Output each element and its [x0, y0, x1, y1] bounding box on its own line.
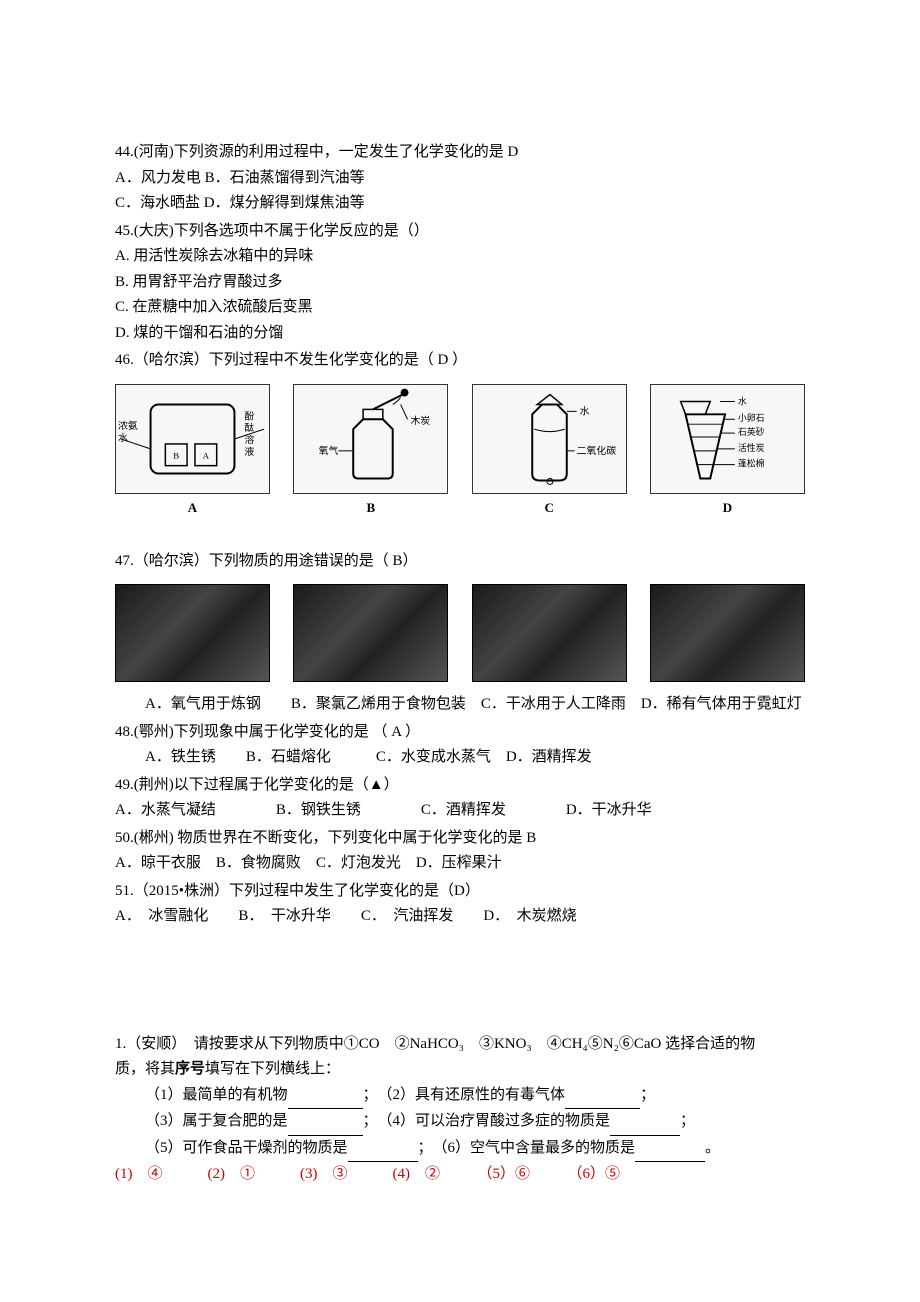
fill-r3b: ； （6）空气中含量最多的物质是: [418, 1140, 636, 1156]
q49-stem: 49.(荆州)以下过程属于化学变化的是（▲）: [115, 773, 805, 799]
blank-5: [348, 1136, 418, 1163]
bottle-water-icon: 水 二氧化碳: [473, 385, 626, 493]
fill-answer: (1) ④ (2) ① (3) ③ (4) ② （5）⑥ （6）⑤: [115, 1162, 805, 1188]
q46-diagrams: B A 浓氨 水 酚 酞 溶 液 A: [115, 384, 805, 519]
fill-r3a: （5）可作食品干燥剂的物质是: [145, 1140, 348, 1156]
fill-r1b: ； （2）具有还原性的有毒气体: [363, 1087, 566, 1103]
diagram-c-label: C: [472, 497, 627, 519]
diagram-d: 水 小卵石 石英砂 活性炭 蓬松棉: [650, 384, 805, 494]
q47-stem: 47.（哈尔滨）下列物质的用途错误的是（ B）: [115, 549, 805, 575]
q44-stem: 44.(河南)下列资源的利用过程中，一定发生了化学变化的是 D: [115, 140, 805, 166]
diagram-d-label: D: [650, 497, 805, 519]
q47: 47.（哈尔滨）下列物质的用途错误的是（ B） A．氧气用于炼钢 B．聚氯乙烯用…: [115, 549, 805, 718]
svg-text:A: A: [203, 450, 210, 460]
diagram-c: 水 二氧化碳: [472, 384, 627, 494]
fill-stem2a: 质，将其: [115, 1061, 175, 1077]
photo-b: [293, 584, 448, 682]
q48-choices: A．铁生锈 B．石蜡熔化 C．水变成水蒸气 D．酒精挥发: [115, 745, 805, 771]
svg-text:二氧化碳: 二氧化碳: [576, 443, 616, 456]
q46-stem: 46.（哈尔滨）下列过程中不发生化学变化的是（ D ）: [115, 348, 805, 374]
svg-text:石英砂: 石英砂: [738, 426, 765, 437]
svg-text:氧气: 氧气: [319, 443, 339, 456]
diagram-b-label: B: [293, 497, 448, 519]
svg-text:液: 液: [244, 444, 254, 457]
q47-captions: A．氧气用于炼钢 B．聚氯乙烯用于食物包装 C．干冰用于人工降雨 D．稀有气体用…: [115, 692, 805, 718]
svg-text:酚: 酚: [244, 410, 254, 422]
photo-placeholder-icon: [651, 585, 804, 681]
q45-stem: 45.(大庆)下列各选项中不属于化学反应的是（）: [115, 219, 805, 245]
q47-photos: [115, 584, 805, 682]
q49: 49.(荆州)以下过程属于化学变化的是（▲） A．水蒸气凝结 B．钢铁生锈 C．…: [115, 773, 805, 824]
photo-placeholder-icon: [116, 585, 269, 681]
q50-stem: 50.(郴州) 物质世界在不断变化，下列变化中属于化学变化的是 B: [115, 826, 805, 852]
fill-row-1: （1）最简单的有机物 ； （2）具有还原性的有毒气体 ；: [115, 1083, 805, 1110]
diagram-a: B A 浓氨 水 酚 酞 溶 液: [115, 384, 270, 494]
svg-text:蓬松棉: 蓬松棉: [738, 457, 765, 468]
svg-text:浓氨: 浓氨: [118, 419, 138, 432]
svg-text:木炭: 木炭: [411, 415, 431, 427]
fill-r2b: ； （4）可以治疗胃酸过多症的物质是: [363, 1113, 611, 1129]
svg-text:B: B: [173, 450, 179, 460]
fill-stem-1: 1.（安顺） 请按要求从下列物质中①CO ②NaHCO₃ ③KNO₃ ④CH₄⑤…: [115, 1032, 805, 1058]
fill-1: 1.（安顺） 请按要求从下列物质中①CO ②NaHCO₃ ③KNO₃ ④CH₄⑤…: [115, 1032, 805, 1188]
spacer-large-2: [115, 982, 805, 1032]
q50-choices: A．晾干衣服 B．食物腐败 C．灯泡发光 D．压榨果汁: [115, 851, 805, 877]
bottle-icon: 氧气 木炭: [294, 385, 447, 493]
q49-choices: A．水蒸气凝结 B．钢铁生锈 C．酒精挥发 D．干冰升华: [115, 798, 805, 824]
diagram-a-wrap: B A 浓氨 水 酚 酞 溶 液 A: [115, 384, 270, 519]
q51-choices: A． 冰雪融化 B． 干冰升华 C． 汽油挥发 D． 木炭燃烧: [115, 904, 805, 930]
svg-text:小卵石: 小卵石: [738, 413, 765, 423]
diagram-b-wrap: 氧气 木炭 B: [293, 384, 448, 519]
diagram-c-wrap: 水 二氧化碳 C: [472, 384, 627, 519]
q51-stem: 51.（2015•株洲）下列过程中发生了化学变化的是（D）: [115, 879, 805, 905]
q44-line2: C．海水晒盐 D．煤分解得到煤焦油等: [115, 191, 805, 217]
q45-c: C. 在蔗糖中加入浓硫酸后变黑: [115, 295, 805, 321]
blank-4: [610, 1109, 680, 1136]
blank-6: [635, 1136, 705, 1163]
fill-row-3: （5）可作食品干燥剂的物质是 ； （6）空气中含量最多的物质是 。: [115, 1136, 805, 1163]
photo-c: [472, 584, 627, 682]
svg-text:溶: 溶: [244, 432, 254, 445]
diagram-a-label: A: [115, 497, 270, 519]
fill-stem2c: 填写在下列横线上：: [205, 1061, 340, 1077]
fill-r1c: ；: [640, 1087, 655, 1103]
blank-2: [565, 1083, 640, 1110]
diagram-d-wrap: 水 小卵石 石英砂 活性炭 蓬松棉 D: [650, 384, 805, 519]
svg-text:水: 水: [579, 405, 589, 417]
q45-d: D. 煤的干馏和石油的分馏: [115, 321, 805, 347]
q44-line1: A．风力发电 B．石油蒸馏得到汽油等: [115, 166, 805, 192]
blank-1: [288, 1083, 363, 1110]
photo-a: [115, 584, 270, 682]
fill-row-2: （3）属于复合肥的是 ； （4）可以治疗胃酸过多症的物质是 ；: [115, 1109, 805, 1136]
photo-placeholder-icon: [473, 585, 626, 681]
fill-r2c: ；: [680, 1113, 695, 1129]
svg-text:水: 水: [738, 395, 747, 406]
q50: 50.(郴州) 物质世界在不断变化，下列变化中属于化学变化的是 B A．晾干衣服…: [115, 826, 805, 877]
q46: 46.（哈尔滨）下列过程中不发生化学变化的是（ D ） B A 浓氨 水 酚 酞…: [115, 348, 805, 519]
spacer: [115, 529, 805, 549]
photo-placeholder-icon: [294, 585, 447, 681]
q48-stem: 48.(鄂州)下列现象中属于化学变化的是 （ A ）: [115, 720, 805, 746]
q51: 51.（2015•株洲）下列过程中发生了化学变化的是（D） A． 冰雪融化 B．…: [115, 879, 805, 930]
q45-a: A. 用活性炭除去冰箱中的异味: [115, 244, 805, 270]
diagram-b: 氧气 木炭: [293, 384, 448, 494]
fill-r2a: （3）属于复合肥的是: [145, 1113, 288, 1129]
svg-text:酞: 酞: [244, 421, 254, 434]
filter-icon: 水 小卵石 石英砂 活性炭 蓬松棉: [651, 385, 804, 493]
spacer-large: [115, 932, 805, 982]
svg-text:活性炭: 活性炭: [738, 441, 765, 452]
fill-r1a: （1）最简单的有机物: [145, 1087, 288, 1103]
fill-stem2b: 序号: [175, 1061, 205, 1077]
svg-text:水: 水: [118, 431, 128, 443]
fill-r3c: 。: [705, 1140, 720, 1156]
flask-icon: B A 浓氨 水 酚 酞 溶 液: [116, 385, 269, 493]
blank-3: [288, 1109, 363, 1136]
photo-d: [650, 584, 805, 682]
q48: 48.(鄂州)下列现象中属于化学变化的是 （ A ） A．铁生锈 B．石蜡熔化 …: [115, 720, 805, 771]
q45: 45.(大庆)下列各选项中不属于化学反应的是（） A. 用活性炭除去冰箱中的异味…: [115, 219, 805, 347]
q44: 44.(河南)下列资源的利用过程中，一定发生了化学变化的是 D A．风力发电 B…: [115, 140, 805, 217]
fill-stem-2: 质，将其序号填写在下列横线上：: [115, 1057, 805, 1083]
q45-b: B. 用胃舒平治疗胃酸过多: [115, 270, 805, 296]
